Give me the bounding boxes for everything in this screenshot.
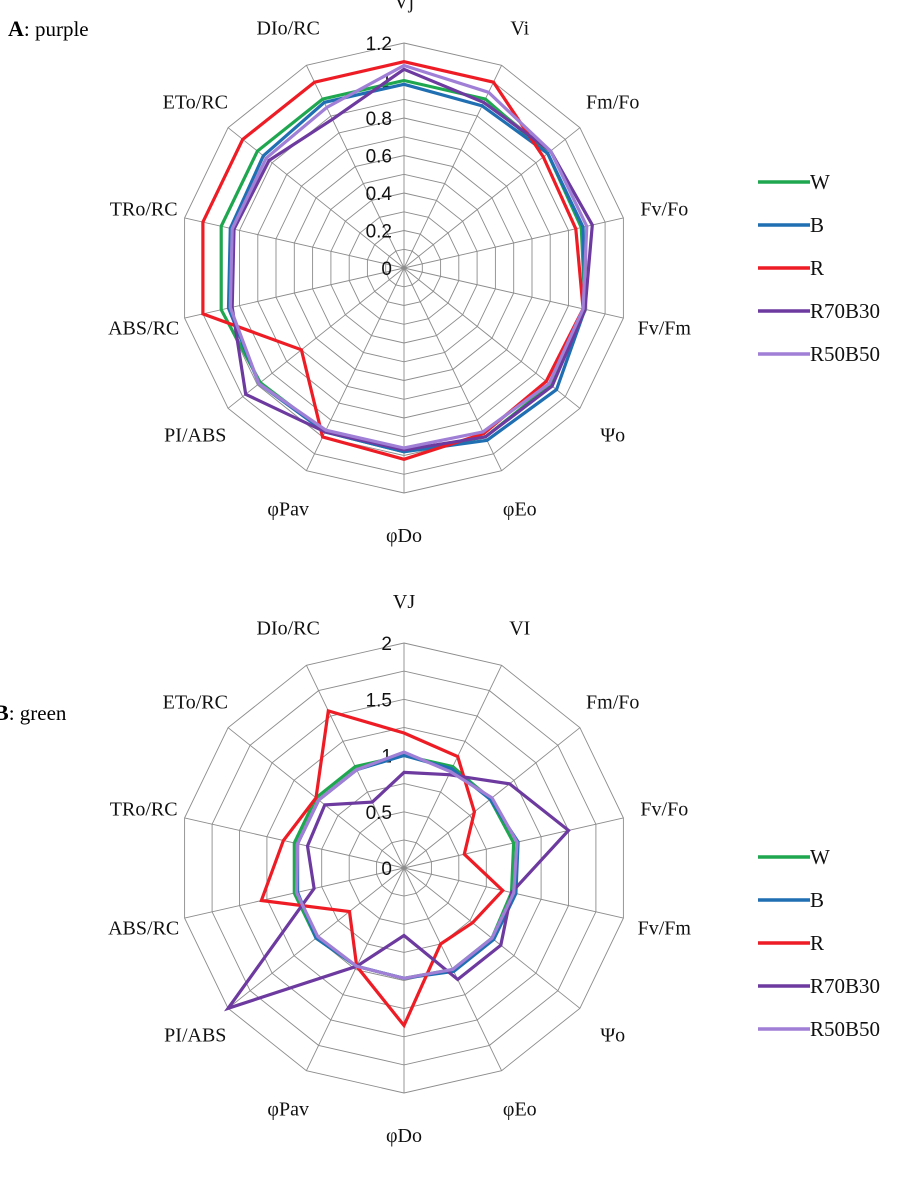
series-line-r-b [259, 708, 505, 1029]
legend-label-w-b: W [810, 845, 830, 869]
legend-label-r-a: R [810, 256, 824, 280]
axis-label: Ψo [600, 425, 625, 447]
axis-label: Ψo [600, 1025, 625, 1047]
legend-label-r70b30-a: R70B30 [810, 299, 880, 323]
axis-label: ABS/RC [108, 917, 179, 939]
axis-label: ETo/RC [163, 92, 228, 114]
series-line-r70b30-b [223, 770, 571, 1012]
axis-label: Fm/Fo [586, 692, 639, 714]
tick-label: 1.5 [366, 690, 392, 711]
legend-label-r50b50-a: R50B50 [810, 342, 880, 366]
legend-label-w-a: W [810, 170, 830, 194]
axis-label: TRo/RC [110, 799, 178, 821]
axis-label: TRo/RC [110, 199, 178, 221]
axis-label: φPav [267, 1099, 309, 1121]
axis-label: Fv/Fo [640, 199, 688, 221]
panel-letter-a: A [8, 16, 24, 41]
tick-label: 0.8 [366, 109, 392, 130]
axis-label: PI/ABS [164, 1025, 226, 1047]
legend-b: WBR R70B30 R50B50 [758, 845, 880, 1041]
axis-label: PI/ABS [164, 425, 226, 447]
grid-spoke [403, 267, 581, 409]
legend-label-r70b30-b: R70B30 [810, 974, 880, 998]
panel-title-a: A: purple [8, 16, 89, 41]
grid-spoke [227, 267, 405, 409]
axis-labels-a: Vj Vi Fm/Fo Fv/Fo Fv/Fm Ψo φEo φDo φPav PI/ABS ABS… [108, 0, 691, 547]
axis-label: Fv/Fm [638, 317, 692, 339]
axis-label: VJ [393, 591, 415, 613]
legend-label-r-b: R [810, 931, 824, 955]
grid-a [184, 42, 624, 494]
series-line-r50b50-a [228, 63, 589, 450]
panel-suffix-b: : green [9, 701, 67, 725]
panel-letter-b: B [0, 700, 9, 725]
axis-label: Vj [394, 0, 414, 13]
tick-labels-a: 00.20.40.60.811.2 [366, 34, 393, 280]
legend-label-b-b: B [810, 888, 824, 912]
grid-spoke [403, 267, 624, 319]
axis-labels-b: VJ VI Fm/Fo Fv/Fo Fv/Fm Ψo φEo φDo φPav PI/ABS ABS… [108, 591, 691, 1147]
panel-suffix-a: : purple [24, 17, 89, 41]
axis-label: φPav [267, 499, 309, 521]
grid-spoke [305, 867, 405, 1071]
series-line-r70b30-a [230, 67, 594, 452]
axis-label: DIo/RC [257, 17, 320, 39]
tick-label: 0.2 [366, 222, 392, 243]
series-line-r-a [201, 60, 585, 461]
legend-label-r50b50-b: R50B50 [810, 1017, 880, 1041]
tick-label: 0.6 [366, 147, 392, 168]
axis-label: Vi [510, 17, 529, 39]
axis-label: Fm/Fo [586, 92, 639, 114]
axis-label: φDo [386, 1125, 422, 1147]
axis-label: DIo/RC [257, 617, 320, 639]
axis-label: φEo [503, 1099, 537, 1121]
axis-label: VI [509, 617, 530, 639]
axis-label: ABS/RC [108, 317, 179, 339]
tick-label: 1.2 [366, 34, 392, 55]
tick-label: 2 [381, 634, 392, 655]
series-lines-b [223, 708, 571, 1029]
tick-labels-b: 00.511.52 [366, 634, 392, 880]
panel-title-b: B: green [0, 700, 67, 725]
tick-label: 0.4 [366, 184, 393, 205]
grid-spoke [403, 65, 503, 269]
grid-spoke [403, 127, 581, 269]
tick-label: 0 [381, 859, 392, 880]
radar-chart-a: A: purple 00.20.40.60.811.2 VjViFm/FoFv/… [8, 0, 880, 547]
tick-label: 0.5 [366, 803, 392, 824]
radar-chart-b: B: green 00.511.52 VJVIFm/FoFv/FoFv/FmΨo… [0, 591, 880, 1147]
series-lines-a [201, 60, 594, 461]
legend-a: WBR R70B30 R50B50 [758, 170, 880, 366]
axis-label: Fv/Fm [638, 917, 692, 939]
axis-label: φDo [386, 525, 422, 547]
axis-label: ETo/RC [163, 692, 228, 714]
axis-label: Fv/Fo [640, 799, 688, 821]
tick-label: 0 [381, 259, 392, 280]
legend-label-b-a: B [810, 213, 824, 237]
series-line-b-a [226, 82, 587, 454]
series-line-r50b50-b [294, 750, 519, 980]
axis-label: φEo [503, 499, 537, 521]
